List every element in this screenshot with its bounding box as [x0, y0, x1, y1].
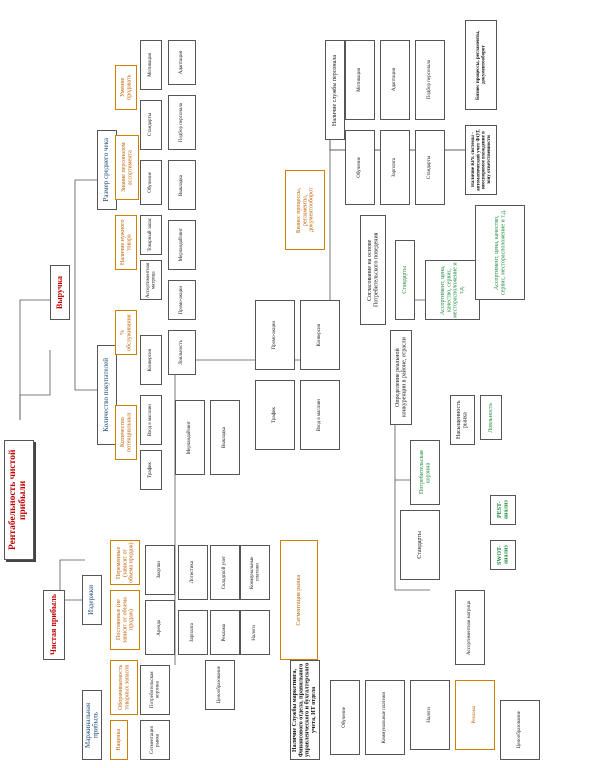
net-profit-label: Чистая прибыль	[48, 594, 58, 656]
turnover-node: Оборачиваемость товарных запасов	[110, 660, 138, 715]
potential-buyers-node: Количество потенциальных	[115, 405, 137, 460]
avg-check-node: Размер среднего чека	[97, 130, 117, 210]
potential-buyers-label: Количество потенциальных	[119, 412, 132, 453]
detail-box: Мерчандайзинг	[175, 400, 205, 475]
detail-box: Ценообразование	[500, 700, 540, 760]
mgmt-accounting-label: Наличие Службы маркетинга, Финансового о…	[292, 662, 318, 758]
swot-box: SWOT-анализ	[490, 540, 516, 570]
detail-box: Сегментация рынка	[140, 720, 170, 760]
markup-label: Наценка	[115, 729, 122, 751]
yellow-note-2: Бизнес процессы, регламенты, документооб…	[285, 170, 325, 250]
detail-box: Стандарты	[415, 130, 445, 205]
detail-box: Трафик	[255, 380, 295, 450]
personnel-node: Наличие службы персонала	[325, 40, 345, 140]
marketing-coord-node: Согласование на основе Потребительского …	[360, 215, 386, 325]
detail-box: Выкладка	[168, 160, 196, 210]
green-box-5: Потребительская корзина	[410, 440, 440, 505]
goods-availability-node: Наличие нужного товара	[115, 215, 137, 270]
variable-costs-node: Переменные (зависят от объема продаж)	[110, 540, 140, 585]
detail-box: Промо-акции	[168, 280, 196, 320]
hr-note1: Наличие КРЕ системы - автоматический уче…	[465, 125, 497, 195]
detail-box: Мотивация	[140, 40, 162, 90]
buyers-count-node: Количество покупателей	[97, 345, 117, 445]
mgmt-accounting-note: Наличие Службы маркетинга, Финансового о…	[290, 660, 320, 760]
staff-knowledge-label: Знание персоналом ассортимента	[120, 142, 133, 193]
detail-box: Конверсия	[140, 335, 162, 385]
detail-box: Закупки	[145, 545, 175, 595]
root-node: Рентабельность чистой прибыли	[4, 440, 34, 560]
detail-box: Налоги	[410, 680, 450, 750]
detail-box: Подбор персонала	[415, 40, 445, 120]
detail-box: Налоги	[240, 610, 270, 655]
standard-box: Стандарты	[400, 510, 440, 580]
staff-knowledge-node: Знание персоналом ассортимента	[115, 135, 139, 200]
detail-box: Обучение	[330, 680, 360, 755]
root-label: Рентабельность чистой прибыли	[8, 449, 28, 551]
detail-box: Адаптация	[380, 40, 410, 120]
revenue-label: Выручка	[54, 276, 64, 309]
detail-box: Конверсия	[300, 300, 340, 370]
avg-check-label: Размер среднего чека	[102, 138, 111, 202]
detail-box: Мерчандайзинг	[168, 220, 196, 270]
costs-node: Издержки	[82, 575, 102, 625]
detail-box: Коммунальные платежи	[240, 545, 270, 600]
pest-box: PEST-анализ	[490, 495, 516, 525]
green-box-3: Лояльность	[480, 395, 502, 440]
fixed-costs-label: Постоянные (не зависят от объема продаж)	[115, 597, 135, 643]
yellow-note: Сегментация рынка	[280, 540, 318, 660]
goods-availability-label: Наличие нужного товара	[119, 219, 132, 266]
detail-box: Выкладка	[210, 400, 240, 475]
hr-note2: Бизнес процессы, регламенты, документооб…	[465, 20, 497, 110]
detail-box: Ценообразование	[205, 660, 235, 710]
segment-node: Определение реальной конкуренции в район…	[390, 330, 412, 425]
conversion-label: % обслуживания	[119, 314, 132, 351]
detail-box: Лояльность	[168, 330, 196, 375]
detail-box: Подбор персонала	[168, 95, 196, 150]
revenue-node: Выручка	[50, 265, 70, 320]
detail-box: Зарплата	[380, 130, 410, 205]
green-box-4: Ассортимент, цена, качество, сервис, мес…	[475, 205, 525, 300]
detail-box: Стандарты	[140, 100, 162, 150]
competition-node: Насыщенность рынка	[450, 395, 475, 445]
fixed-costs-node: Постоянные (не зависят от объема продаж)	[110, 590, 140, 650]
detail-box: Коммунальные платежи	[365, 680, 405, 755]
detail-box: Промо-акции	[255, 300, 295, 370]
marginal-profit-label: Маржинальная прибыль	[83, 702, 99, 748]
detail-box: Мотивация	[345, 40, 375, 120]
green-box-2: Ассортимент, цена, качество, сервис, мес…	[425, 260, 480, 320]
detail-box: Зарплата	[178, 610, 208, 655]
detail-box: Обучение	[140, 160, 162, 205]
detail-box: Товарный запас	[140, 215, 162, 255]
detail-box: Ассортиментная матрица	[455, 590, 485, 665]
conversion-node: % обслуживания	[115, 310, 137, 355]
yellow-note-3: Реклама	[455, 680, 495, 750]
green-box: Стандарты	[395, 240, 415, 320]
detail-box: Обучение	[345, 130, 375, 205]
detail-box: Вход в магазин	[300, 380, 340, 450]
buyers-count-label: Количество покупателей	[102, 358, 111, 432]
detail-box: Складской учет	[210, 545, 240, 600]
personnel-label: Наличие службы персонала	[331, 54, 338, 126]
detail-box: Аренда	[145, 600, 175, 655]
costs-label: Издержки	[87, 585, 96, 615]
turnover-label: Оборачиваемость товарных запасов	[117, 664, 130, 711]
marginal-profit-node: Маржинальная прибыль	[82, 690, 102, 760]
sales-skills-label: Умение продавать	[119, 74, 132, 101]
sales-skills-node: Умение продавать	[115, 65, 137, 110]
detail-box: Трафик	[140, 450, 162, 490]
detail-box: Реклама	[210, 610, 240, 655]
detail-box: Адаптация	[168, 40, 196, 85]
variable-costs-label: Переменные (зависят от объема продаж)	[115, 542, 135, 583]
detail-box: Потребительская корзина	[140, 665, 170, 715]
markup-node: Наценка	[110, 720, 128, 760]
net-profit-node: Чистая прибыль	[43, 590, 65, 660]
detail-box: Вход в магазин	[140, 395, 162, 445]
detail-box: Ассортиментная матрица	[140, 260, 162, 300]
detail-box: Логистика	[178, 545, 208, 600]
